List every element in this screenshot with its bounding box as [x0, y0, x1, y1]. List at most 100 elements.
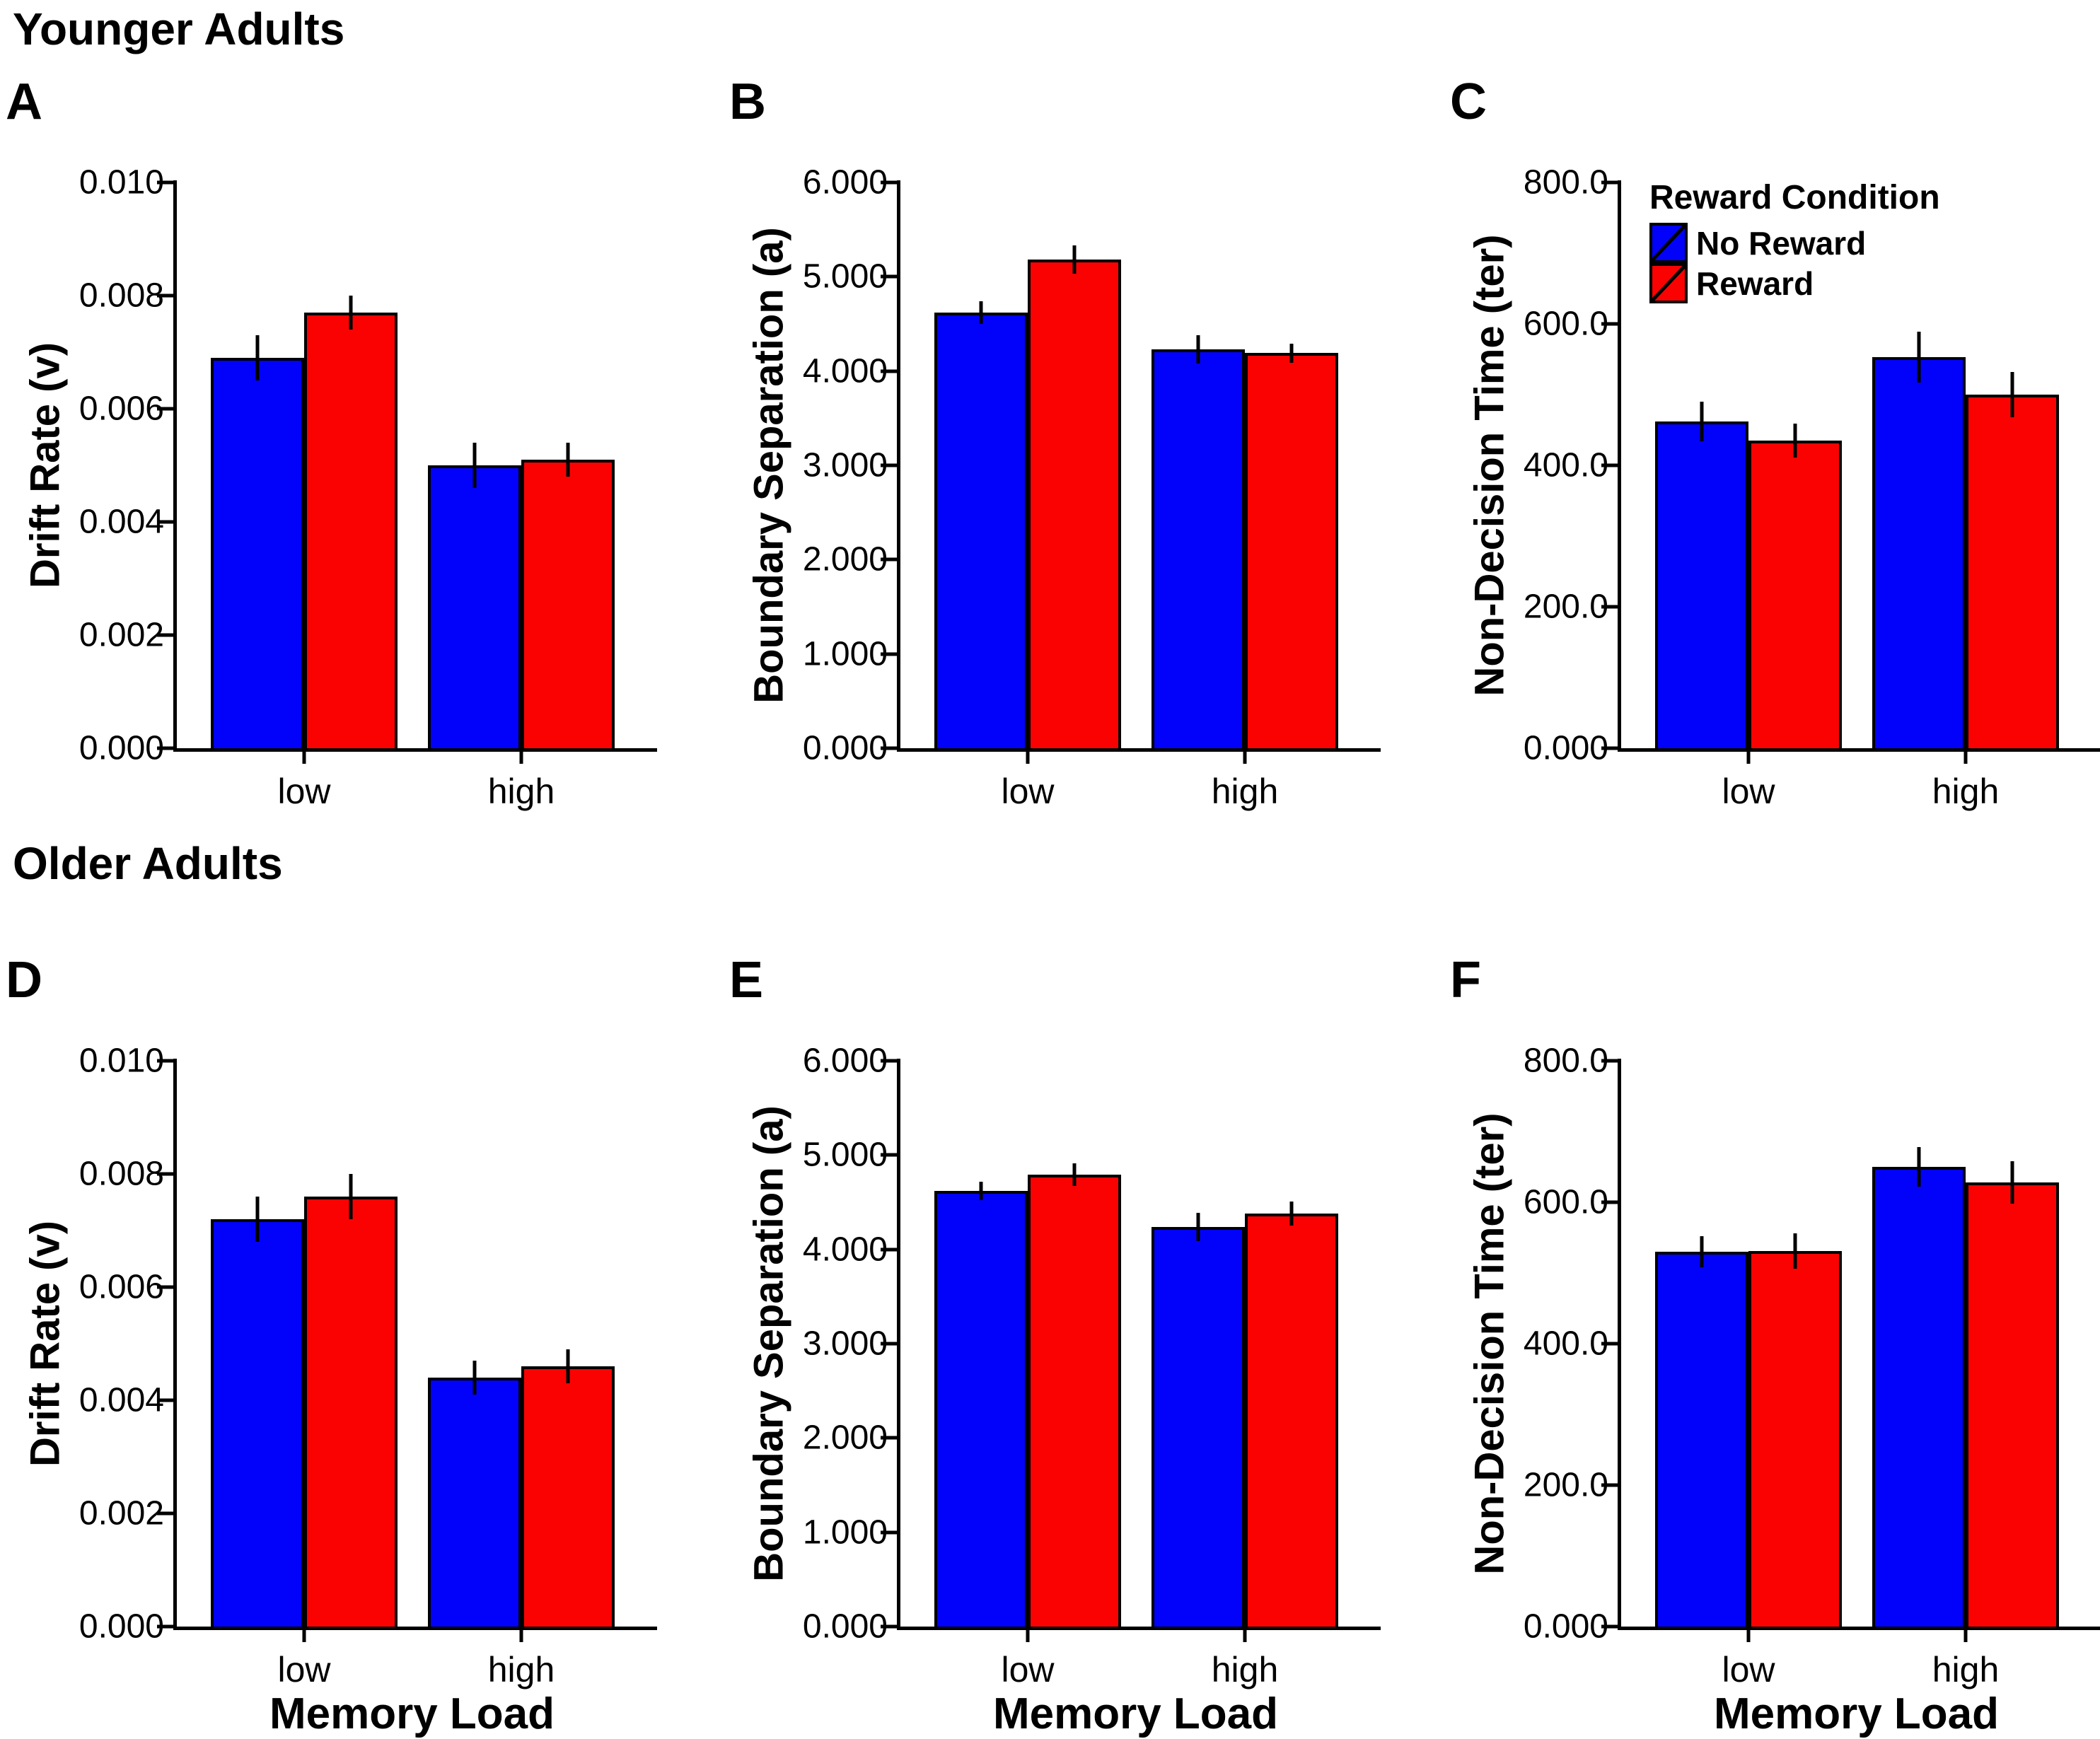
legend-item-reward: Reward	[1649, 263, 1940, 303]
x-axis-line	[897, 748, 1381, 752]
category-label-low: low	[1722, 772, 1775, 811]
error-bar	[2010, 1161, 2014, 1204]
y-tick	[157, 746, 174, 750]
y-tick-label: 0.008	[79, 1155, 164, 1193]
bar-high-reward	[1966, 1182, 2059, 1627]
error-bar	[2010, 372, 2014, 417]
y-tick-label: 0.010	[79, 1042, 164, 1080]
y-tick-label: 800.0	[1523, 1042, 1608, 1080]
error-bar	[1793, 1233, 1797, 1269]
bar-high-reward	[1245, 353, 1338, 748]
y-tick	[157, 1285, 174, 1289]
category-label-low: low	[1001, 772, 1055, 811]
y-tick-label: 4.000	[802, 1231, 888, 1269]
bar-low-no-reward	[211, 358, 304, 748]
y-tick-label: 6.000	[802, 163, 888, 202]
y-tick	[1601, 1200, 1618, 1204]
category-label-low: low	[1722, 1650, 1775, 1689]
chart-panel-E: E Boundary Separation (a) 6.000 5.000 4.00…	[729, 952, 1381, 1738]
bar-high-no-reward	[428, 465, 521, 748]
y-tick	[157, 1059, 174, 1063]
x-tick	[1026, 748, 1030, 764]
y-tick-label: 600.0	[1523, 305, 1608, 343]
error-bar	[566, 1349, 570, 1383]
bar-high-reward	[521, 1366, 615, 1627]
bar-high-no-reward	[1872, 1167, 1966, 1627]
y-tick-label: 400.0	[1523, 446, 1608, 484]
y-tick-label: 3.000	[802, 1325, 888, 1363]
y-tick-label: 6.000	[802, 1042, 888, 1080]
y-tick	[157, 1172, 174, 1176]
y-tick-label: 0.002	[79, 616, 164, 654]
x-axis-line	[173, 1627, 657, 1630]
legend-title: Reward Condition	[1649, 179, 1940, 216]
y-tick-label: 0.006	[79, 1268, 164, 1306]
chart-panel-C: C Non-Decision Time (ter) 800.0 600.0 400.…	[1450, 74, 2100, 811]
x-tick	[1963, 1627, 1968, 1642]
y-tick	[157, 1511, 174, 1516]
x-axis-line	[1618, 748, 2100, 752]
y-tick-label: 5.000	[802, 1136, 888, 1174]
row-title-older-adults: Older Adults	[13, 838, 283, 889]
category-label-high: high	[487, 1650, 555, 1689]
y-tick	[1601, 1624, 1618, 1629]
legend: Reward Condition No Reward Reward	[1649, 178, 1940, 303]
y-tick	[1601, 605, 1618, 609]
y-tick	[881, 463, 898, 467]
y-tick	[881, 652, 898, 656]
y-tick	[881, 369, 898, 373]
y-tick	[881, 1247, 898, 1252]
error-bar	[472, 443, 477, 488]
y-tick	[1601, 322, 1618, 326]
bar-high-reward	[1245, 1214, 1338, 1627]
error-bar	[349, 296, 353, 330]
y-axis-line	[173, 1059, 177, 1630]
y-tick	[881, 557, 898, 562]
x-tick	[1746, 748, 1751, 764]
bar-low-reward	[1748, 1251, 1842, 1627]
legend-swatch-icon	[1649, 223, 1688, 263]
x-axis-line	[173, 748, 657, 752]
chart-panel-F: F Non-Decision Time (ter) 800.0 600.0 400.…	[1450, 952, 2100, 1738]
y-tick	[881, 746, 898, 750]
x-axis-title: Memory Load	[1713, 1689, 2000, 1738]
error-bar	[979, 301, 983, 324]
y-axis-line	[1618, 1059, 1621, 1630]
error-bar	[1072, 1163, 1077, 1187]
x-axis-line	[897, 1627, 1381, 1630]
y-tick-label: 5.000	[802, 257, 888, 296]
y-tick-label: 0.006	[79, 390, 164, 428]
legend-swatch-icon	[1649, 263, 1688, 303]
y-tick-label: 0.008	[79, 277, 164, 315]
category-label-high: high	[1932, 772, 2000, 811]
legend-items: No Reward Reward	[1649, 223, 1940, 303]
x-tick	[1746, 1627, 1751, 1642]
y-axis-line	[897, 1059, 900, 1630]
y-tick-label: 0.000	[802, 729, 888, 767]
y-axis-title: Boundary Separation (a)	[746, 227, 792, 704]
panel-letter: F	[1450, 952, 1481, 1008]
error-bar	[1196, 335, 1200, 363]
panel-letter: D	[6, 952, 42, 1008]
bar-low-no-reward	[1655, 421, 1748, 748]
legend-item-no-reward: No Reward	[1649, 223, 1940, 263]
y-tick	[157, 520, 174, 524]
y-tick-label: 2.000	[802, 1419, 888, 1457]
bar-low-no-reward	[934, 313, 1028, 748]
error-bar	[1917, 332, 1921, 383]
y-tick-label: 600.0	[1523, 1183, 1608, 1221]
y-tick	[881, 1059, 898, 1063]
chart-panel-D: D Drift Rate (v) 0.010 0.008 0.006 0.004 0.0…	[6, 952, 657, 1738]
category-label-high: high	[1211, 772, 1279, 811]
y-tick	[881, 1342, 898, 1346]
error-bar	[349, 1174, 353, 1219]
bar-low-reward	[1028, 1175, 1121, 1627]
bar-low-no-reward	[211, 1219, 304, 1627]
y-tick-label: 2.000	[802, 540, 888, 578]
y-tick-label: 4.000	[802, 352, 888, 390]
y-tick	[157, 633, 174, 637]
y-axis-line	[173, 180, 177, 752]
chart-panel-B: B Boundary Separation (a) 6.000 5.000 4.00…	[729, 74, 1381, 811]
error-bar	[1793, 424, 1797, 458]
